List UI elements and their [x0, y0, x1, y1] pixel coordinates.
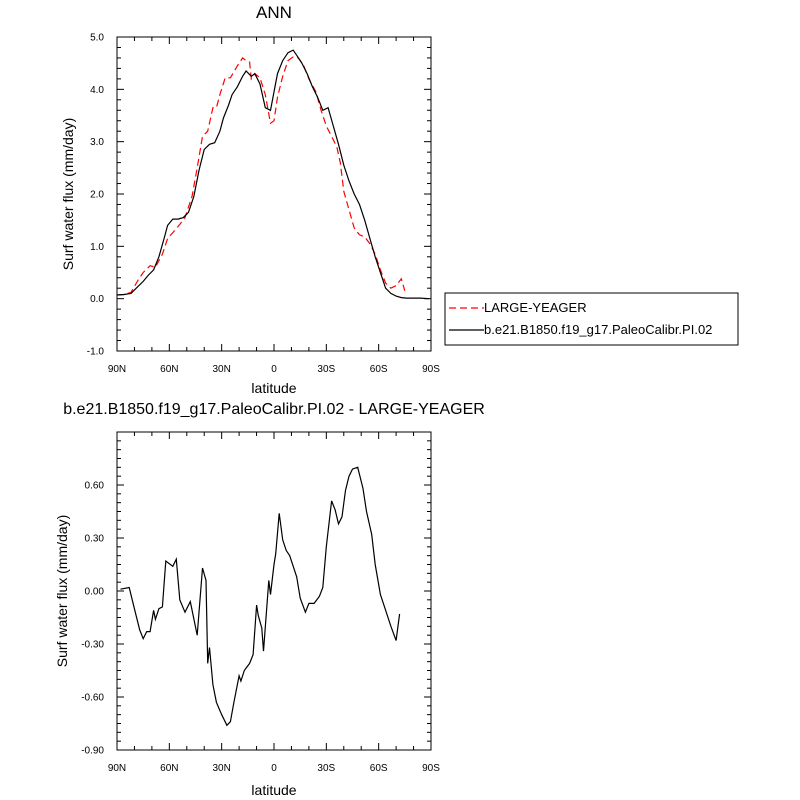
- y-tick-label: 0.00: [85, 587, 105, 598]
- x-axis-label: latitude: [251, 380, 296, 396]
- x-tick-label: 30N: [212, 763, 230, 774]
- y-axis-label: Surf water flux (mm/day): [54, 515, 70, 667]
- x-tick-label: 30S: [317, 364, 335, 375]
- legend-label: LARGE-YEAGER: [484, 300, 587, 315]
- y-tick-label: -0.90: [81, 746, 104, 757]
- x-tick-label: 60S: [370, 763, 388, 774]
- legend-box: [444, 292, 739, 346]
- x-tick-label: 90N: [108, 364, 126, 375]
- plot-frame: [116, 36, 432, 352]
- y-tick-label: 1.0: [90, 242, 104, 253]
- y-tick-label: -0.60: [81, 693, 104, 704]
- series-line-difference: [120, 466, 401, 727]
- y-tick-label: -0.30: [81, 640, 104, 651]
- x-tick-label: 90S: [422, 364, 440, 375]
- x-tick-label: 30N: [212, 364, 230, 375]
- y-tick-label: 0.30: [85, 534, 105, 545]
- chart-title: b.e21.B1850.f19_g17.PaleoCalibr.PI.02 - …: [63, 401, 485, 418]
- x-tick-label: 0: [271, 763, 277, 774]
- chart-title: ANN: [256, 3, 292, 22]
- series-line-b-e21-b1850-f19-g17-paleocalibr-pi-02: [116, 49, 430, 300]
- x-tick-label: 30S: [317, 763, 335, 774]
- x-tick-label: 90N: [108, 763, 126, 774]
- top-chart-panel: ANN 90N 60N 30N 0 30S 60S 90S -1.0 0.0 1.0 2.0 3.0 4.…: [60, 3, 440, 396]
- y-tick-label: 4.0: [90, 85, 104, 96]
- y-axis-label: Surf water flux (mm/day): [60, 118, 76, 270]
- y-tick-label: 0.0: [90, 294, 104, 305]
- y-tick-label: 2.0: [90, 190, 104, 201]
- series-line-large-yeager: [116, 56, 406, 296]
- x-tick-label: 60S: [370, 364, 388, 375]
- legend-label: b.e21.B1850.f19_g17.PaleoCalibr.PI.02: [484, 322, 712, 337]
- legend: LARGE-YEAGER b.e21.B1850.f19_g17.PaleoCal…: [444, 292, 739, 346]
- x-axis-label: latitude: [251, 782, 296, 798]
- x-tick-label: 60N: [160, 763, 178, 774]
- x-tick-label: 0: [271, 364, 277, 375]
- y-tick-label: 0.60: [85, 481, 105, 492]
- y-tick-label: 3.0: [90, 137, 104, 148]
- y-tick-label: 5.0: [90, 33, 104, 44]
- x-tick-label: 90S: [422, 763, 440, 774]
- x-tick-label: 60N: [160, 364, 178, 375]
- y-tick-label: -1.0: [87, 347, 105, 358]
- bottom-chart-panel: b.e21.B1850.f19_g17.PaleoCalibr.PI.02 - …: [54, 401, 485, 798]
